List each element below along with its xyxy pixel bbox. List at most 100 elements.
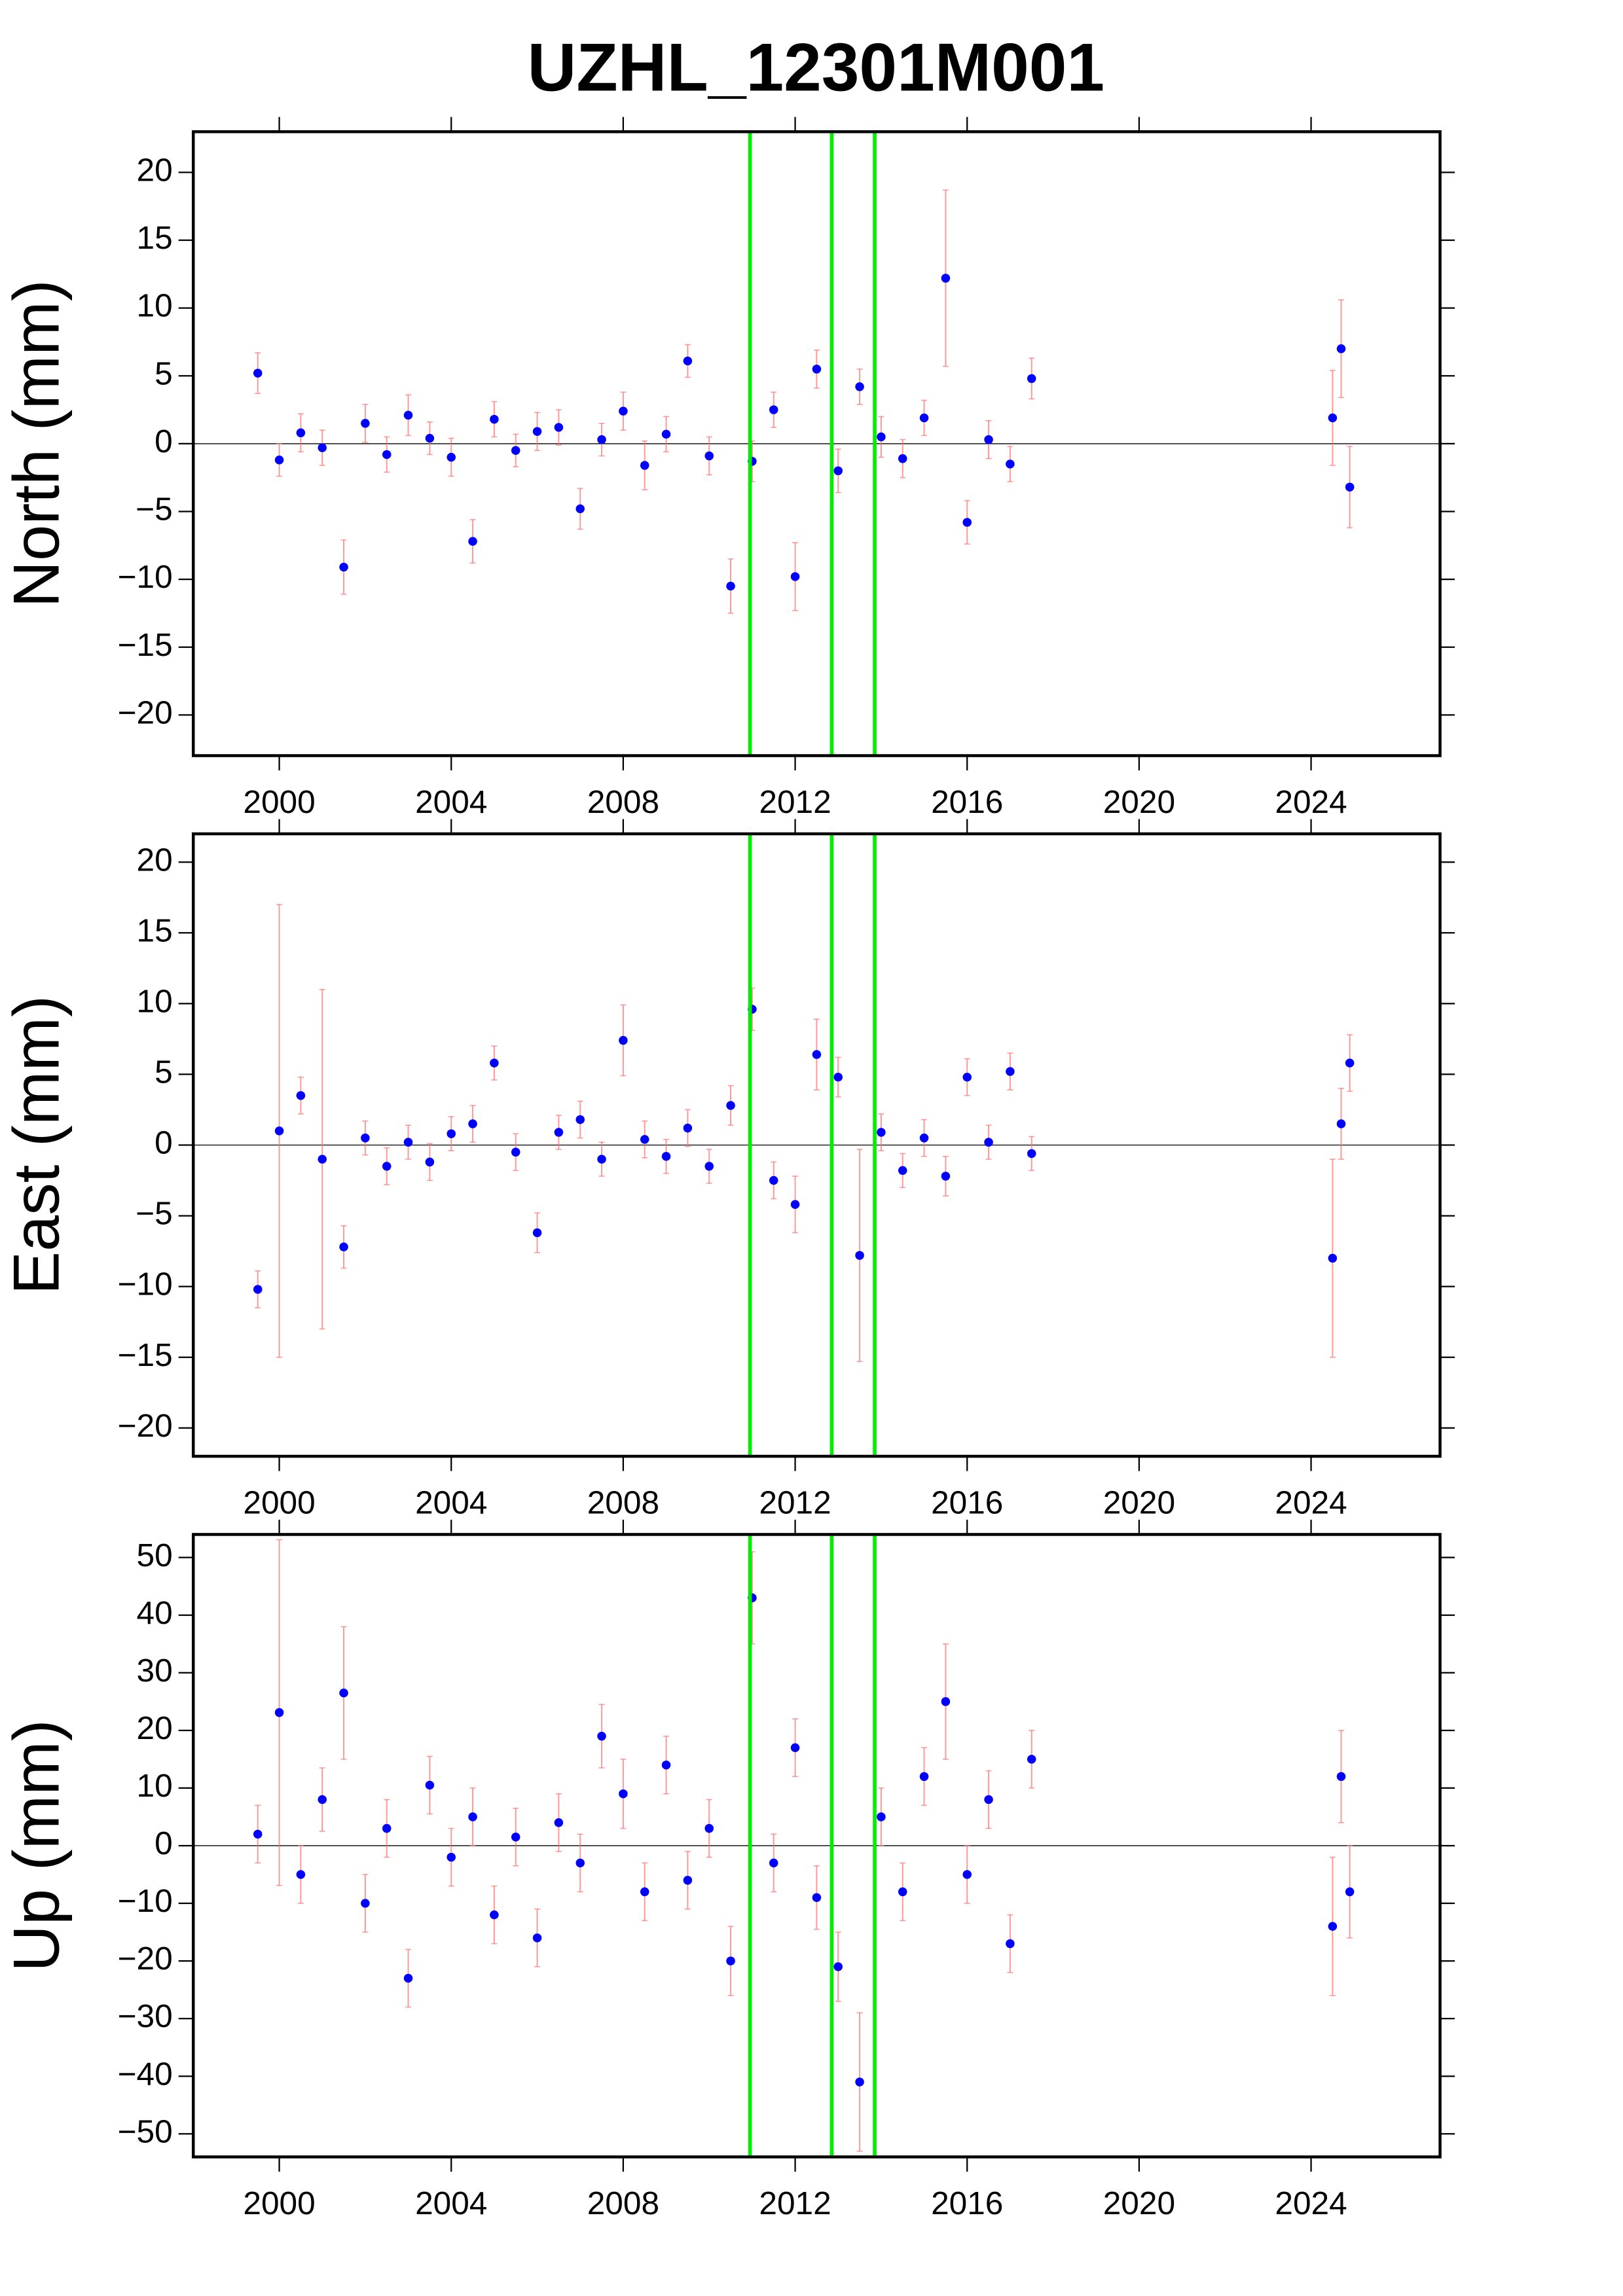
y-axis-label: Up (mm) <box>0 1719 73 1972</box>
data-point <box>511 1833 520 1842</box>
x-tick-label: 2004 <box>415 2185 487 2221</box>
x-tick-label: 2004 <box>415 783 487 820</box>
data-point <box>704 1823 714 1833</box>
data-point <box>403 410 413 420</box>
y-tick-label: −20 <box>118 694 173 730</box>
y-tick-label: −10 <box>118 558 173 595</box>
data-point <box>790 1200 800 1210</box>
data-point <box>726 581 735 591</box>
data-point <box>790 572 800 581</box>
data-point <box>575 1115 585 1124</box>
y-tick-label: 10 <box>137 1767 173 1804</box>
data-point <box>683 356 693 366</box>
x-tick-label: 2024 <box>1275 783 1347 820</box>
data-point <box>382 1823 392 1833</box>
y-tick-label: 0 <box>155 1124 173 1161</box>
y-tick-label: −5 <box>136 1195 173 1232</box>
y-tick-label: 0 <box>155 423 173 459</box>
x-tick-label: 2016 <box>931 1484 1003 1520</box>
data-point <box>898 1887 907 1897</box>
data-point <box>855 1251 864 1260</box>
data-point <box>661 1152 671 1161</box>
data-point <box>425 1780 435 1790</box>
data-point <box>683 1123 693 1133</box>
data-point <box>425 1157 435 1167</box>
data-point <box>962 1870 972 1879</box>
data-point <box>812 1893 822 1902</box>
data-point <box>1027 374 1036 384</box>
data-point <box>318 1795 327 1804</box>
data-point <box>274 1708 284 1717</box>
data-point <box>941 1172 951 1181</box>
data-point <box>361 1899 370 1908</box>
data-point <box>769 1858 778 1868</box>
data-point <box>490 1910 499 1920</box>
plot-frame <box>191 130 1442 757</box>
y-tick-label: 15 <box>137 219 173 256</box>
y-tick-label: 20 <box>137 841 173 878</box>
data-point <box>597 1155 606 1164</box>
x-tick-label: 2000 <box>243 2185 315 2221</box>
data-point <box>339 1688 348 1698</box>
data-point <box>1336 1772 1346 1782</box>
data-point <box>619 406 628 416</box>
y-axis-label: North (mm) <box>0 279 73 607</box>
data-point <box>296 428 306 438</box>
x-tick-label: 2008 <box>587 783 659 820</box>
data-point <box>726 1101 735 1110</box>
y-tick-label: 5 <box>155 355 173 391</box>
data-point <box>640 1887 649 1897</box>
y-tick-label: −30 <box>118 1998 173 2034</box>
data-point <box>468 1119 477 1128</box>
points <box>253 189 1355 614</box>
data-point <box>296 1091 306 1100</box>
y-tick-label: 10 <box>137 287 173 324</box>
x-tick-label: 2024 <box>1275 1484 1347 1520</box>
data-point <box>575 1858 585 1868</box>
x-tick-label: 2008 <box>587 1484 659 1520</box>
data-point <box>447 1129 456 1138</box>
data-point <box>554 1818 564 1827</box>
data-point <box>339 1242 348 1251</box>
data-point <box>447 452 456 462</box>
data-point <box>339 562 348 572</box>
data-point <box>941 1697 951 1706</box>
y-tick-label: −20 <box>118 1940 173 1977</box>
y-tick-label: −15 <box>118 1336 173 1373</box>
y-tick-label: 10 <box>137 982 173 1019</box>
data-point <box>962 518 972 527</box>
data-point <box>597 1731 606 1741</box>
data-point <box>468 1812 477 1821</box>
data-point <box>532 1228 542 1238</box>
data-point <box>640 461 649 470</box>
data-point <box>898 1166 907 1175</box>
data-point <box>1336 1119 1346 1128</box>
data-point <box>403 1973 413 1983</box>
data-point <box>274 455 284 465</box>
data-point <box>661 1760 671 1770</box>
x-tick-label: 2012 <box>759 1484 831 1520</box>
data-point <box>425 433 435 443</box>
y-tick-label: −10 <box>118 1266 173 1302</box>
data-point <box>984 1138 993 1147</box>
data-point <box>1345 482 1355 492</box>
points <box>253 1539 1355 2152</box>
x-tick-label: 2016 <box>931 2185 1003 2221</box>
data-point <box>833 1962 843 1971</box>
data-point <box>769 405 778 414</box>
data-point <box>554 423 564 432</box>
data-point <box>575 504 585 514</box>
data-point <box>597 435 606 444</box>
data-point <box>812 1050 822 1059</box>
x-tick-label: 2008 <box>587 2185 659 2221</box>
y-tick-label: −20 <box>118 1407 173 1444</box>
data-point <box>1345 1887 1355 1897</box>
data-point <box>1328 1922 1338 1931</box>
data-point <box>403 1138 413 1147</box>
points <box>253 904 1355 1362</box>
data-point <box>361 1133 370 1143</box>
x-tick-label: 2024 <box>1275 2185 1347 2221</box>
y-tick-label: −15 <box>118 626 173 663</box>
